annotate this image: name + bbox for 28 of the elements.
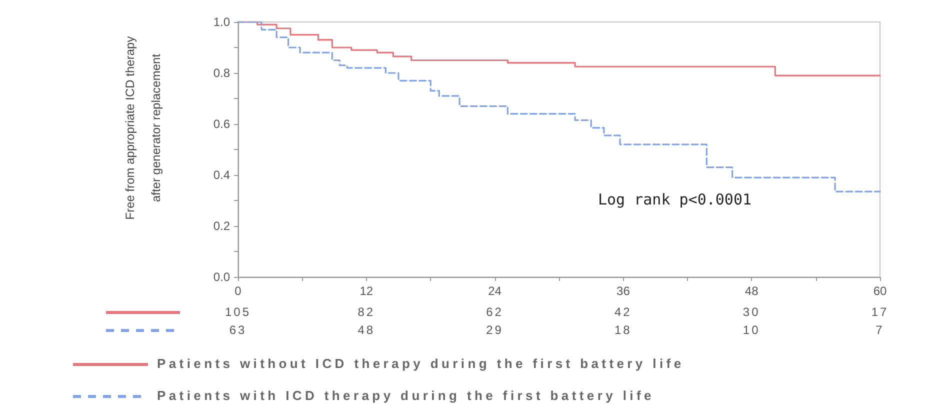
y-tick-label: 0.0 — [213, 270, 230, 284]
y-tick-label: 1.0 — [213, 15, 230, 29]
text: 18 — [614, 322, 632, 339]
x-tick-label: 48 — [744, 284, 759, 298]
text: 48 — [358, 322, 376, 339]
text: 29 — [486, 322, 504, 339]
x-tick-label: 12 — [360, 284, 374, 298]
text: 30 — [742, 304, 760, 321]
text: 82 — [358, 304, 376, 321]
x-tick-label: 36 — [616, 284, 630, 298]
text: 7 — [876, 322, 884, 339]
text: 42 — [614, 304, 632, 321]
y-tick-label: 0.6 — [213, 117, 230, 131]
text: 17 — [871, 304, 889, 321]
annotation: Log rank p<0.0001 — [598, 190, 752, 208]
y-tick-label: 0.8 — [213, 66, 230, 80]
x-tick-label: 60 — [873, 284, 887, 298]
legend-label: Patients without ICD therapy during the first battery life — [157, 356, 684, 372]
x-tick-label: 24 — [488, 284, 502, 298]
y-tick-label: 0.2 — [213, 219, 230, 233]
text: 62 — [486, 304, 504, 321]
text: 10 — [742, 322, 760, 339]
text: 63 — [229, 322, 247, 339]
y-tick-label: 0.4 — [213, 168, 230, 182]
text: 105 — [224, 304, 252, 321]
x-tick-label: 0 — [234, 284, 242, 298]
legend-label: Patients with ICD therapy during the first battery life — [157, 388, 654, 404]
y-axis-title: Free from appropriate ICD therapy after generator replacement — [122, 35, 164, 222]
